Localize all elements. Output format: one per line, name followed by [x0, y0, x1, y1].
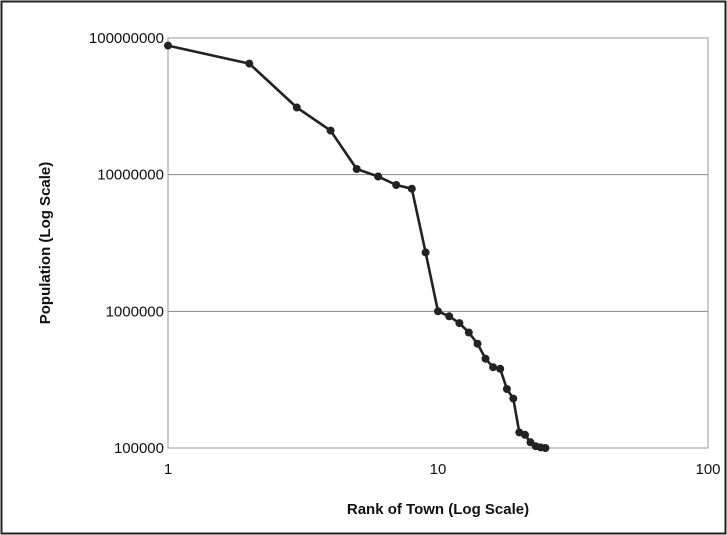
- y-tick-label: 10000000: [97, 167, 164, 184]
- data-point: [392, 181, 401, 189]
- y-tick-label: 100000: [114, 440, 164, 457]
- data-point: [455, 319, 464, 328]
- data-point: [481, 354, 490, 363]
- data-point: [421, 248, 430, 257]
- y-tick-labels: 100000000 10000000 1000000 100000: [89, 30, 164, 457]
- data-point: [374, 172, 383, 181]
- data-point: [496, 364, 505, 373]
- data-point: [473, 339, 482, 348]
- data-point: [464, 328, 473, 337]
- x-tick-label: 100: [695, 461, 720, 478]
- data-point: [407, 184, 416, 193]
- data-point: [541, 444, 550, 452]
- plot-area: [167, 37, 709, 449]
- data-point: [326, 126, 335, 135]
- x-tick-label: 10: [430, 461, 447, 478]
- data-point: [445, 312, 454, 321]
- data-point: [434, 307, 442, 316]
- x-axis-title: Rank of Town (Log Scale): [347, 501, 529, 518]
- y-axis-title: Population (Log Scale): [37, 162, 54, 325]
- data-point: [521, 430, 529, 439]
- x-tick-label: 1: [164, 461, 172, 478]
- data-point: [489, 363, 498, 372]
- data-point: [292, 103, 301, 112]
- data-points: [164, 41, 550, 452]
- data-point: [352, 165, 361, 173]
- y-tick-label: 1000000: [106, 303, 164, 320]
- data-point: [509, 394, 518, 403]
- y-tick-label: 100000000: [89, 30, 164, 47]
- data-point: [164, 41, 172, 50]
- data-point: [502, 385, 511, 393]
- data-point: [245, 59, 254, 68]
- x-tick-labels: 1 10 100: [164, 461, 721, 478]
